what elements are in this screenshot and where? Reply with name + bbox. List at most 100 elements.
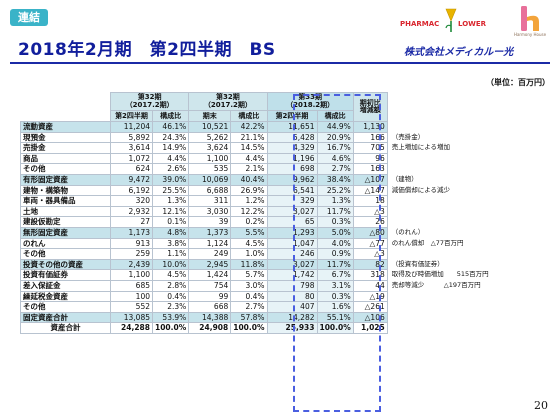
sub-header: 構成比: [316, 110, 354, 122]
row-value: 40.4%: [230, 173, 268, 186]
row-label: 固定資産合計: [20, 311, 111, 324]
row-value: 2,945: [188, 258, 232, 271]
table-category-row: 固定資産合計 13,085 53.9% 14,388 57.8% 14,282 55.1% △…: [20, 311, 512, 324]
row-value: 0.3%: [316, 290, 354, 303]
row-note: [387, 153, 512, 164]
row-value: 6,688: [188, 184, 232, 197]
row-value: 13,085: [110, 311, 153, 324]
balance-sheet-table: 第32期 （2017.2期） 第32期 （2017.2期） 第33期 （2018.2期…: [20, 92, 512, 334]
row-value: 26.9%: [230, 184, 268, 197]
row-value: 2.7%: [230, 301, 268, 313]
row-value: 42.2%: [230, 121, 268, 133]
row-value: 1,373: [188, 226, 232, 239]
row-value: 100.0%: [230, 322, 268, 334]
row-value: 4.6%: [316, 152, 354, 165]
row-value: 11.7%: [316, 258, 354, 271]
row-value: 14,388: [188, 311, 232, 324]
table-row: 商品 1,072 4.4% 1,100 4.4% 1,196 4.6% 96: [20, 152, 512, 165]
row-note: [387, 216, 512, 228]
logo-lower-text: LOWER: [458, 20, 487, 28]
table-category-row: 投資その他の資産 2,439 10.0% 2,945 11.8% 3,027 11.7% 82…: [20, 258, 512, 271]
row-value: 1.3%: [316, 195, 354, 207]
row-value: 5.0%: [316, 226, 354, 239]
unit-label: （単位：百万円）: [486, 78, 550, 87]
row-value: 535: [188, 163, 232, 175]
sub-header: 期末: [188, 110, 232, 122]
row-value: 55.1%: [316, 311, 354, 324]
row-label: その他: [20, 163, 111, 175]
row-value: 1,742: [266, 269, 318, 281]
row-note: [387, 322, 512, 334]
row-note: （売掛金）: [387, 132, 512, 143]
row-note: [387, 248, 512, 260]
row-value: 9,472: [110, 173, 153, 186]
row-value: 4.4%: [151, 152, 190, 165]
row-value: △147: [352, 184, 388, 197]
table-row: その他 259 1.1% 249 1.0% 246 0.9% △3: [20, 248, 512, 260]
row-value: 14,282: [266, 311, 318, 324]
row-label: 投資その他の資産: [20, 258, 111, 271]
row-value: 3,614: [110, 142, 153, 154]
row-value: 4.5%: [151, 269, 190, 281]
row-label: 車両・器具備品: [20, 195, 111, 207]
row-value: 100.0%: [151, 322, 190, 334]
row-value: 4.0%: [316, 237, 354, 250]
row-value: 1.2%: [230, 195, 268, 207]
row-value: 2,932: [110, 205, 153, 218]
row-label: 差入保証金: [20, 279, 111, 292]
row-value: 4.4%: [230, 152, 268, 165]
row-value: 259: [110, 248, 153, 260]
row-value: 3.8%: [151, 237, 190, 250]
row-note: 減価償却による減少: [387, 185, 512, 196]
row-value: 5,428: [266, 131, 318, 144]
row-value: 320: [110, 195, 153, 207]
row-label: 繰延税金資産: [20, 290, 111, 303]
row-note: のれん償却 △77百万円: [387, 238, 512, 249]
table-category-row: 無形固定資産 1,173 4.8% 1,373 5.5% 1,293 5.0% △80 （のれん…: [20, 226, 512, 239]
table-row: 車両・器具備品 320 1.3% 311 1.2% 329 1.3% 18: [20, 195, 512, 207]
row-note: 売上増加による増加: [387, 142, 512, 154]
row-value: 249: [188, 248, 232, 260]
row-value: 246: [266, 248, 318, 260]
row-value: 10.0%: [151, 258, 190, 271]
row-value: 1,424: [188, 269, 232, 281]
row-value: 3,030: [188, 205, 232, 218]
row-value: △80: [352, 226, 388, 239]
table-row: 建設仮勘定 27 0.1% 39 0.2% 65 0.3% 26: [20, 216, 512, 228]
change-header: 期初比 増減額: [352, 92, 388, 122]
row-value: 407: [266, 301, 318, 313]
row-label: のれん: [20, 237, 111, 250]
row-note: （建物）: [387, 174, 512, 186]
row-value: 25.2%: [316, 184, 354, 197]
sub-header: 第2四半期: [110, 110, 153, 122]
sub-header: 構成比: [151, 110, 190, 122]
row-value: 3,624: [188, 142, 232, 154]
row-value: 6,192: [110, 184, 153, 197]
row-value: 3.0%: [230, 279, 268, 292]
sub-header: 構成比: [230, 110, 268, 122]
row-value: 99: [188, 290, 232, 303]
row-note: [387, 121, 512, 133]
row-value: 163: [352, 163, 388, 175]
table-category-row: 流動資産 11,204 46.1% 10,521 42.2% 11,651 44.9% 1,1…: [20, 121, 512, 133]
table-total-row: 資産合計 24,288 100.0% 24,908 100.0% 25,933 100.0%…: [20, 322, 512, 334]
row-value: 2.3%: [151, 301, 190, 313]
row-value: 0.9%: [316, 248, 354, 260]
row-value: 5.5%: [230, 226, 268, 239]
row-value: 1,124: [188, 237, 232, 250]
row-value: 552: [110, 301, 153, 313]
page-title: 2018年2月期 第2四半期 BS: [18, 40, 276, 60]
row-value: 1,047: [266, 237, 318, 250]
harmony-house-h-icon: [521, 6, 539, 31]
row-value: △3: [352, 248, 388, 260]
logo-pharmac-text: PHARMAC: [400, 20, 440, 28]
row-value: 2.1%: [230, 163, 268, 175]
row-value: 11.7%: [316, 205, 354, 218]
row-value: △77: [352, 237, 388, 250]
logo-harmony-house-text: Harmony House: [513, 32, 547, 37]
row-label: 建設仮勘定: [20, 216, 111, 228]
page-number: 20: [534, 399, 548, 412]
row-value: 9,962: [266, 173, 318, 186]
row-value: 39: [188, 216, 232, 228]
row-note: [387, 195, 512, 207]
